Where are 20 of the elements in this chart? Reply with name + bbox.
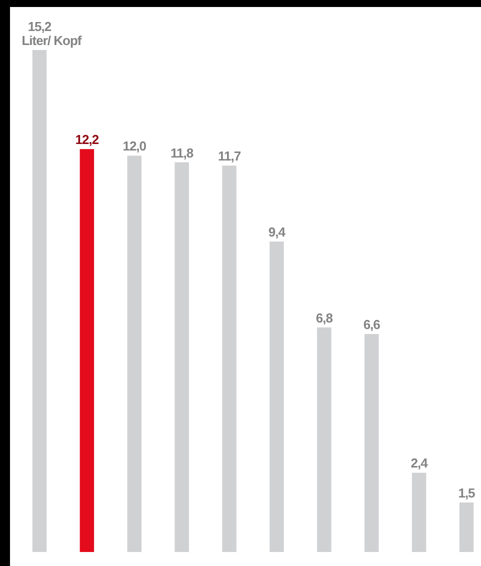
bar [459,502,474,552]
bar [127,156,142,552]
bar [412,472,426,552]
bar [317,327,332,552]
bar [32,50,47,552]
bar [270,242,284,552]
data-label: 2,4 [410,456,429,471]
data-label: 6,8 [316,310,333,326]
data-label: 11,8 [170,145,194,160]
data-label: 12,0 [122,138,146,154]
data-label: 9,4 [268,224,286,240]
data-label: 6,6 [363,317,380,332]
bar [222,166,236,552]
data-label: 1,5 [458,485,476,500]
data-label: 15,2 Liter/ Kopf [22,19,82,48]
bar [80,149,94,552]
bar [174,162,189,552]
data-label: 11,7 [218,148,241,164]
data-label: 12,2 [75,132,99,148]
bar [364,334,379,552]
